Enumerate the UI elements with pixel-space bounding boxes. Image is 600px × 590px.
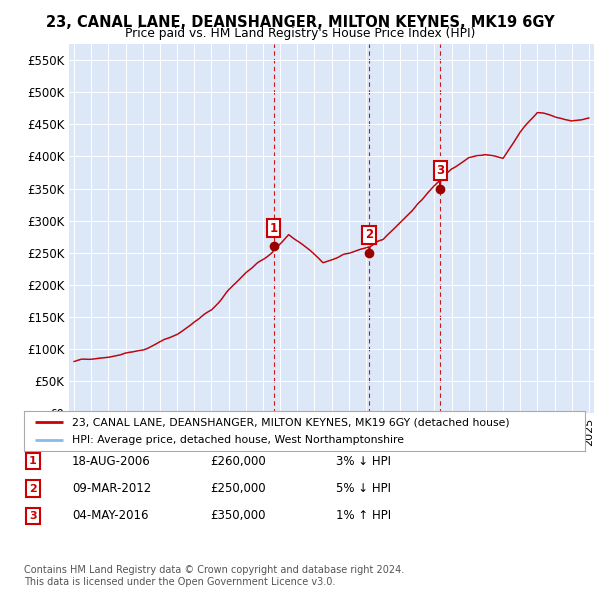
Text: 09-MAR-2012: 09-MAR-2012 bbox=[72, 482, 151, 495]
Text: 3: 3 bbox=[436, 164, 445, 177]
Text: £260,000: £260,000 bbox=[210, 455, 266, 468]
Text: £250,000: £250,000 bbox=[210, 482, 266, 495]
Text: 23, CANAL LANE, DEANSHANGER, MILTON KEYNES, MK19 6GY (detached house): 23, CANAL LANE, DEANSHANGER, MILTON KEYN… bbox=[71, 418, 509, 428]
Text: 04-MAY-2016: 04-MAY-2016 bbox=[72, 509, 149, 522]
Text: 3: 3 bbox=[29, 511, 37, 520]
Text: 5% ↓ HPI: 5% ↓ HPI bbox=[336, 482, 391, 495]
Text: Price paid vs. HM Land Registry's House Price Index (HPI): Price paid vs. HM Land Registry's House … bbox=[125, 27, 475, 40]
Text: 23, CANAL LANE, DEANSHANGER, MILTON KEYNES, MK19 6GY: 23, CANAL LANE, DEANSHANGER, MILTON KEYN… bbox=[46, 15, 554, 30]
Text: 1: 1 bbox=[29, 457, 37, 466]
Text: HPI: Average price, detached house, West Northamptonshire: HPI: Average price, detached house, West… bbox=[71, 435, 404, 445]
Text: 1: 1 bbox=[269, 222, 278, 235]
Text: 3% ↓ HPI: 3% ↓ HPI bbox=[336, 455, 391, 468]
Text: 2: 2 bbox=[365, 228, 373, 241]
Text: £350,000: £350,000 bbox=[210, 509, 265, 522]
Text: 18-AUG-2006: 18-AUG-2006 bbox=[72, 455, 151, 468]
Text: 2: 2 bbox=[29, 484, 37, 493]
Text: 1% ↑ HPI: 1% ↑ HPI bbox=[336, 509, 391, 522]
Text: Contains HM Land Registry data © Crown copyright and database right 2024.
This d: Contains HM Land Registry data © Crown c… bbox=[24, 565, 404, 587]
